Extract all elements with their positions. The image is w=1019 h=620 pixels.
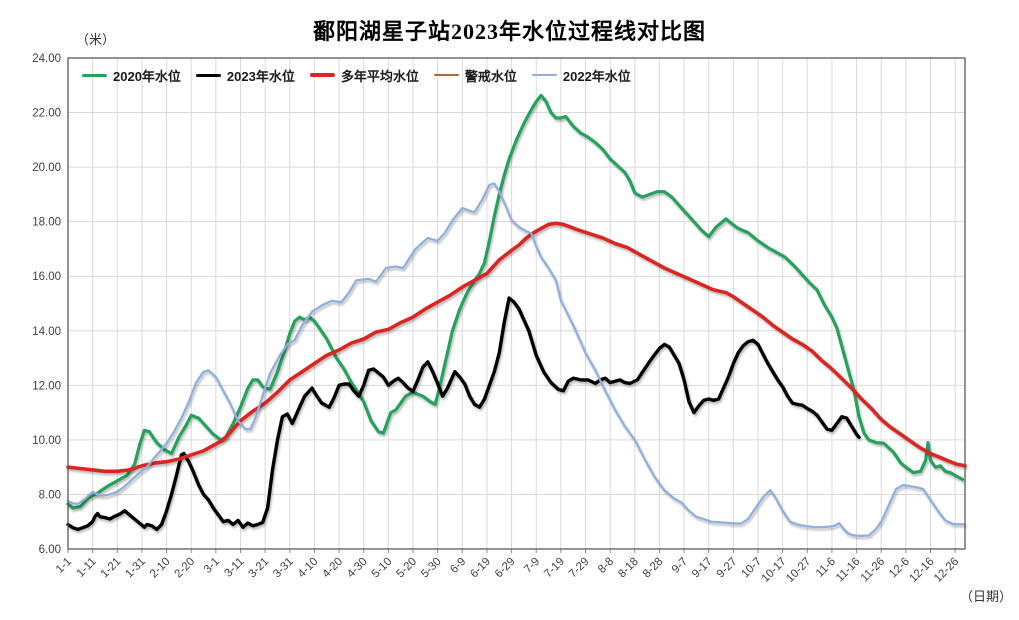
- x-tick-label: 1-11: [75, 556, 99, 580]
- series-line-2023: [66, 296, 861, 532]
- legend-label-avg: 多年平均水位: [340, 68, 419, 84]
- y-tick-label: 22.00: [32, 108, 61, 120]
- x-tick-label: 1-21: [99, 556, 124, 581]
- x-tick-label: 6-9: [448, 556, 468, 576]
- y-tick-label: 24.00: [32, 53, 61, 65]
- series-line-2020: [66, 93, 965, 510]
- x-tick-label: 1-31: [123, 556, 148, 581]
- x-tick-label: 12-26: [932, 556, 961, 585]
- x-tick-label: 3-21: [246, 556, 271, 581]
- legend-item-avg: 多年平均水位: [309, 66, 419, 85]
- x-tick-label: 4-10: [296, 556, 321, 581]
- legend-swatch-2023: [195, 73, 221, 77]
- y-tick-label: 8.00: [39, 489, 61, 501]
- x-tick-label: 12-16: [907, 556, 936, 585]
- x-tick-label: 5-20: [394, 556, 419, 581]
- x-tick-label: 9-17: [690, 556, 715, 581]
- x-tick-label: 3-1: [202, 556, 222, 576]
- chart-legend: 2020年水位 2023年水位 多年平均水位 警戒水位 2022年水位: [82, 65, 631, 85]
- legend-item-2020: 2020年水位: [82, 66, 181, 85]
- x-tick-label: 8-28: [641, 556, 666, 581]
- y-tick-label: 20.00: [32, 162, 61, 174]
- legend-swatch-2022: [531, 74, 557, 76]
- gridlines: [68, 58, 965, 549]
- x-tick-label: 7-19: [542, 556, 567, 581]
- x-tick-label: 10-27: [784, 556, 813, 585]
- chart-title: 鄱阳湖星子站2023年水位过程线对比图: [312, 19, 706, 44]
- y-tick-label: 16.00: [32, 271, 61, 283]
- legend-label-2023: 2023年水位: [226, 68, 295, 84]
- legend-item-2023: 2023年水位: [195, 66, 295, 85]
- x-tick-label: 6-29: [493, 556, 518, 581]
- x-tick-label: 5-30: [419, 556, 444, 581]
- x-tick-label: 2-10: [148, 556, 173, 581]
- x-tick-label: 11-16: [834, 556, 863, 585]
- x-tick-label: 10-17: [759, 556, 788, 585]
- x-tick-label: 3-11: [222, 556, 246, 580]
- y-tick-label: 10.00: [32, 435, 61, 447]
- x-tick-label: 8-18: [616, 556, 641, 581]
- y-tick-label: 14.00: [32, 326, 61, 338]
- x-tick-label: 8-8: [596, 556, 616, 576]
- x-tick-label: 4-20: [320, 556, 345, 581]
- y-tick-label: 18.00: [32, 217, 61, 229]
- x-tick-label: 11-26: [859, 556, 888, 585]
- x-tick-label: 7-29: [567, 556, 592, 581]
- series-line-2022: [66, 182, 967, 538]
- y-tick-label: 12.00: [32, 380, 61, 392]
- x-axis-ticks: [67, 549, 956, 553]
- series-line-avg: [66, 221, 967, 474]
- plot-border: [67, 57, 966, 550]
- legend-label-2020: 2020年水位: [113, 68, 181, 84]
- x-tick-label: 4-30: [345, 556, 370, 581]
- x-tick-label: 1-1: [54, 556, 74, 576]
- legend-item-2022: 2022年水位: [531, 66, 631, 85]
- x-axis-labels: 1-1 1-11 1-21 1-31 2-10 2-20 3-1 3-11 3-21 3-31 4-…: [54, 556, 961, 585]
- legend-item-warning: 警戒水位: [433, 66, 517, 85]
- y-tick-label: 6.00: [39, 544, 61, 556]
- x-tick-label: 9-7: [670, 556, 690, 576]
- x-tick-label: 2-20: [173, 556, 198, 581]
- y-axis-labels: 24.00 22.00 20.00 18.00 16.00 14.00 12.00 10.00…: [32, 53, 61, 556]
- legend-swatch-2020: [82, 73, 107, 77]
- y-axis-unit-label: （米）: [76, 32, 116, 47]
- x-tick-label: 3-31: [271, 556, 296, 581]
- legend-label-warning: 警戒水位: [464, 68, 517, 84]
- x-axis-unit-label: （日期）: [960, 589, 1013, 604]
- x-tick-label: 5-10: [370, 556, 395, 581]
- x-tick-label: 6-19: [468, 556, 493, 581]
- x-tick-label: 9-27: [715, 556, 740, 581]
- legend-swatch-warning: [433, 74, 459, 76]
- x-tick-label: 7-9: [522, 556, 542, 576]
- legend-swatch-avg: [309, 73, 335, 77]
- legend-label-2022: 2022年水位: [562, 68, 631, 84]
